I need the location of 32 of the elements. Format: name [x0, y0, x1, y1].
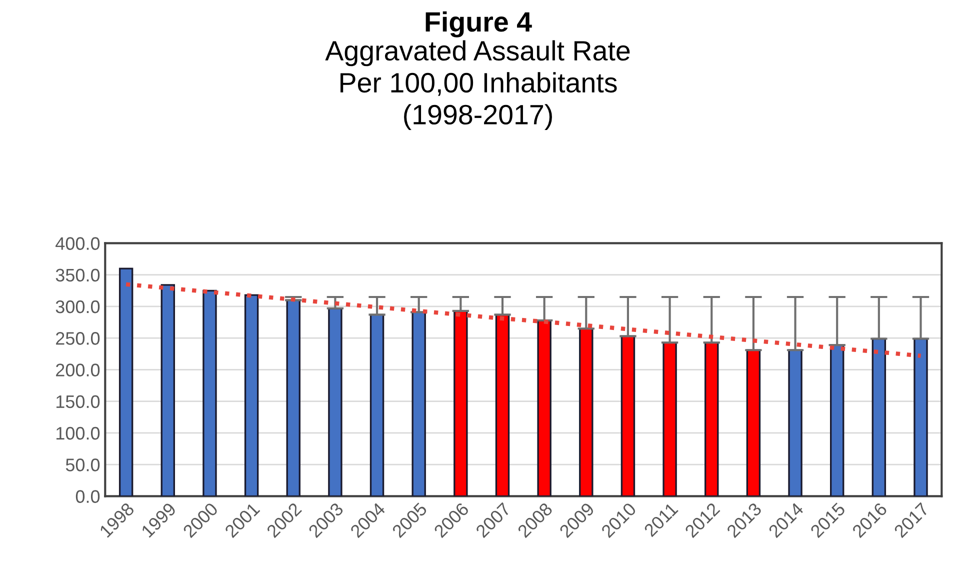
bar — [704, 342, 719, 496]
bar — [370, 314, 384, 496]
y-tick-label: 100.0 — [56, 426, 100, 440]
y-tick-label: 50.0 — [66, 458, 100, 472]
bar — [662, 342, 677, 496]
y-tick-label: 300.0 — [56, 300, 100, 314]
bar — [788, 349, 802, 496]
bar — [286, 299, 300, 496]
y-tick-label: 150.0 — [56, 395, 100, 408]
chart-title: Figure 4 — [426, 11, 532, 38]
bar — [830, 344, 844, 496]
bar — [914, 338, 928, 496]
y-tick-label: 350.0 — [56, 268, 100, 282]
bar — [495, 314, 510, 496]
bar — [620, 335, 636, 496]
bar — [872, 338, 886, 496]
bar — [118, 268, 134, 496]
y-tick-label: 250.0 — [56, 332, 100, 345]
y-tick-label: 200.0 — [56, 364, 100, 376]
y-tick-label: 400.0 — [56, 237, 100, 250]
bar — [202, 290, 217, 496]
bar — [160, 284, 176, 496]
bar — [746, 349, 761, 496]
bar — [537, 320, 552, 496]
y-tick-label: 0.0 — [76, 490, 100, 503]
bar — [454, 310, 468, 496]
bar — [244, 294, 259, 496]
bar — [412, 311, 426, 496]
chart-subtitle: Aggravated Assault Rate Per 100,00 Inhabitants (1998-2017) — [325, 40, 630, 130]
bar — [328, 308, 342, 496]
bar — [579, 328, 594, 496]
line-series — [124, 282, 923, 358]
